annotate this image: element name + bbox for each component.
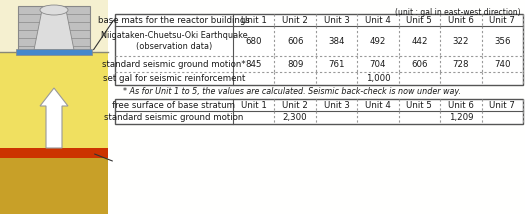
Text: 761: 761 <box>328 59 345 68</box>
Text: 606: 606 <box>411 59 428 68</box>
Text: 809: 809 <box>287 59 303 68</box>
Text: 680: 680 <box>246 37 262 46</box>
Text: Unit 1: Unit 1 <box>241 101 267 110</box>
Text: Unit 6: Unit 6 <box>448 101 474 110</box>
Bar <box>0 148 108 158</box>
Text: 356: 356 <box>494 37 510 46</box>
Text: Unit 3: Unit 3 <box>323 15 350 24</box>
Text: 1,209: 1,209 <box>448 113 473 122</box>
Text: Unit 3: Unit 3 <box>323 101 350 110</box>
Bar <box>0 155 108 214</box>
Bar <box>0 52 108 175</box>
Text: free surface of base stratum: free surface of base stratum <box>112 101 236 110</box>
Text: Unit 7: Unit 7 <box>489 15 515 24</box>
Text: * As for Unit 1 to 5, the values are calculated. Seismic back-check is now under: * As for Unit 1 to 5, the values are cal… <box>123 87 461 96</box>
Text: Unit 5: Unit 5 <box>406 101 433 110</box>
Text: 442: 442 <box>411 37 428 46</box>
Text: Unit 4: Unit 4 <box>365 101 391 110</box>
Text: 606: 606 <box>287 37 303 46</box>
Text: Unit 4: Unit 4 <box>365 15 391 24</box>
Bar <box>115 14 523 85</box>
Text: Unit 2: Unit 2 <box>282 15 308 24</box>
Text: standard seismic ground motion: standard seismic ground motion <box>104 113 244 122</box>
Text: (unit : gal in east-west direction): (unit : gal in east-west direction) <box>395 8 521 17</box>
Bar <box>0 0 108 214</box>
Text: 728: 728 <box>453 59 469 68</box>
Text: standard seismic ground motion*: standard seismic ground motion* <box>102 59 246 68</box>
Bar <box>18 6 90 52</box>
Text: 845: 845 <box>246 59 262 68</box>
Text: base mats for the reactor buildings: base mats for the reactor buildings <box>98 15 250 24</box>
Ellipse shape <box>40 5 68 15</box>
Text: Unit 1: Unit 1 <box>241 15 267 24</box>
Polygon shape <box>34 10 74 50</box>
FancyArrow shape <box>40 88 68 148</box>
Text: Unit 5: Unit 5 <box>406 15 433 24</box>
Text: Unit 6: Unit 6 <box>448 15 474 24</box>
Text: 384: 384 <box>328 37 345 46</box>
Text: 322: 322 <box>453 37 469 46</box>
Bar <box>115 99 523 124</box>
Text: Unit 2: Unit 2 <box>282 101 308 110</box>
Bar <box>16 49 92 55</box>
Text: Unit 7: Unit 7 <box>489 101 515 110</box>
Text: 740: 740 <box>494 59 510 68</box>
Text: 492: 492 <box>370 37 386 46</box>
Text: 1,000: 1,000 <box>366 74 390 83</box>
Text: 2,300: 2,300 <box>283 113 308 122</box>
Text: 704: 704 <box>370 59 386 68</box>
Text: Niigataken-Chuetsu-Oki Earthquake
(observation data): Niigataken-Chuetsu-Oki Earthquake (obser… <box>101 31 247 51</box>
Text: set gal for seismic reinforcement: set gal for seismic reinforcement <box>103 74 245 83</box>
